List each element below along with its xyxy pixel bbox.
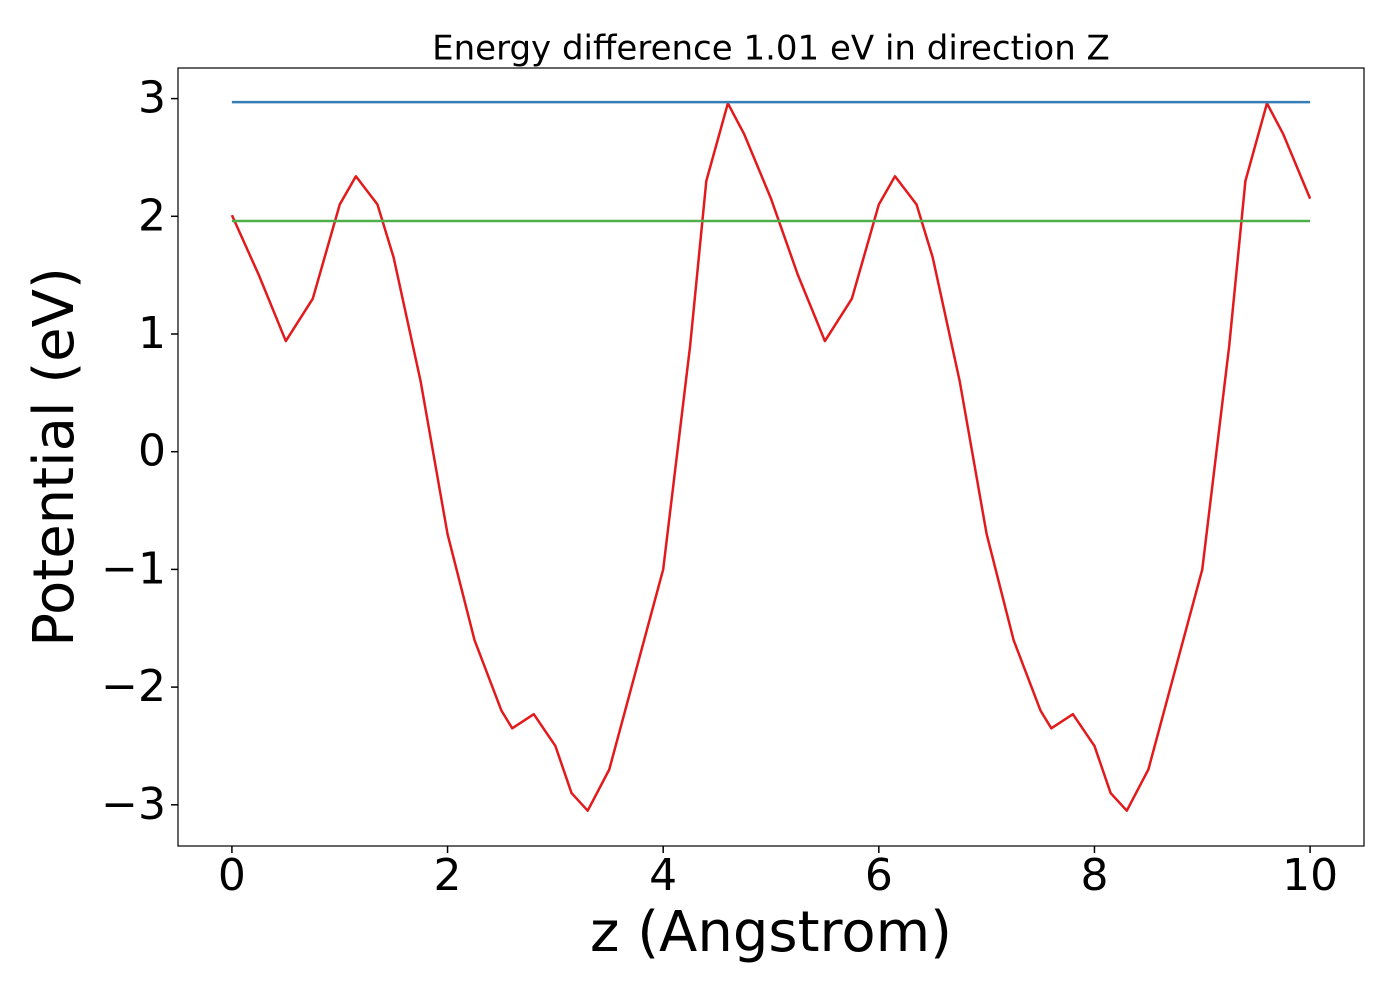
x-axis-label: z (Angstrom) xyxy=(590,900,952,965)
y-tick-label: 1 xyxy=(138,308,166,359)
x-tick-label: 6 xyxy=(865,850,893,901)
x-tick-label: 0 xyxy=(218,850,246,901)
y-tick-label: 0 xyxy=(138,426,166,477)
x-tick-label: 10 xyxy=(1282,850,1338,901)
y-tick-label: 2 xyxy=(138,190,166,241)
plot-frame xyxy=(177,67,1365,847)
y-tick-label: −3 xyxy=(101,779,166,830)
x-tick-label: 4 xyxy=(649,850,677,901)
y-tick-label: −1 xyxy=(101,543,166,594)
y-tick-label: −2 xyxy=(101,661,166,712)
y-axis-label: Potential (eV) xyxy=(22,267,87,647)
x-tick-label: 8 xyxy=(1080,850,1108,901)
x-tick-label: 2 xyxy=(434,850,462,901)
chart-title: Energy difference 1.01 eV in direction Z xyxy=(432,29,1110,69)
y-tick-label: 3 xyxy=(138,73,166,124)
line-series xyxy=(230,102,1312,812)
